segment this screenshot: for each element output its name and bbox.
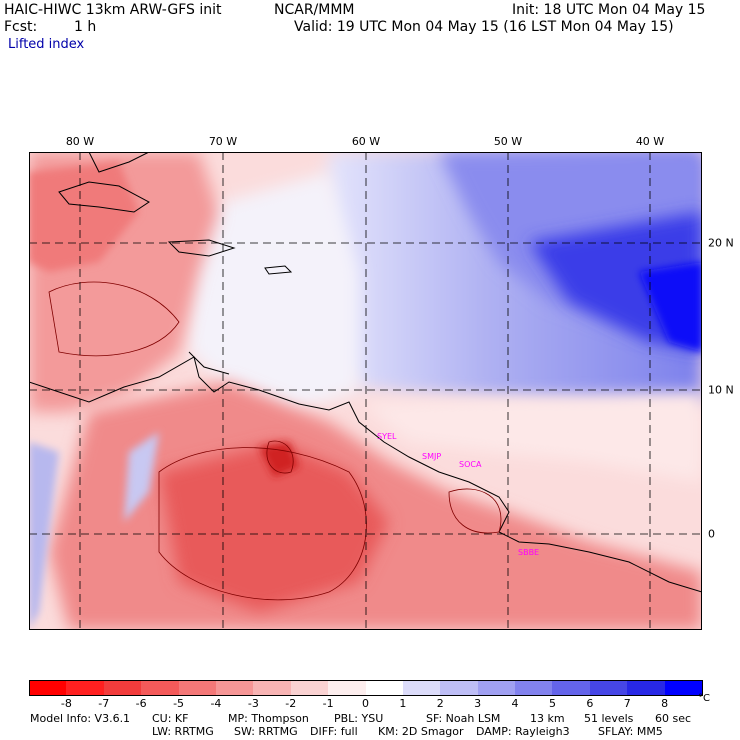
unstable-max <box>259 442 299 477</box>
lon-label-60w: 60 W <box>351 135 381 148</box>
map-frame <box>29 152 702 630</box>
colorbar-tick-label: -5 <box>173 697 185 710</box>
footer-cu: CU: KF <box>152 712 189 725</box>
model-title: HAIC-HIWC 13km ARW-GFS init <box>4 2 222 18</box>
colorbar-swatch <box>627 680 666 696</box>
valid-time: Valid: 19 UTC Mon 04 May 15 (16 LST Mon … <box>294 19 674 35</box>
colorbar-tick-label: -6 <box>135 697 147 710</box>
colorbar-swatch <box>253 680 292 696</box>
unstable-core <box>159 442 389 612</box>
colorbar-tick-label: 4 <box>511 697 519 710</box>
colorbar-swatch <box>589 680 628 696</box>
mountain-stable-patch <box>124 432 159 522</box>
footer-timestep: 60 sec <box>655 712 692 725</box>
field-name: Lifted index <box>8 37 85 52</box>
organization-label: NCAR/MMM <box>274 2 355 18</box>
andes-stable-strip <box>29 442 59 630</box>
lon-label-40w: 40 W <box>635 135 665 148</box>
colorbar-swatch <box>66 680 105 696</box>
neutral-band <box>189 172 359 412</box>
colorbar-swatch <box>515 680 553 696</box>
footer-sw: SW: RRTMG <box>234 725 298 738</box>
station-label-sbbe: SBBE <box>518 548 539 557</box>
colorbar-swatch <box>440 680 479 696</box>
lat-label-10n: 10 N <box>708 383 734 397</box>
lifted-index-map: SYEL SMJP SOCA SBBE <box>29 152 702 630</box>
lon-label-50w: 50 W <box>493 135 523 148</box>
colorbar-tick-label: -4 <box>210 697 222 710</box>
footer-lw: LW: RRTMG <box>152 725 214 738</box>
contour-lines <box>48 281 502 601</box>
colorbar-swatch <box>103 680 142 696</box>
station-label-smjp: SMJP <box>422 452 441 461</box>
footer-mp: MP: Thompson <box>228 712 309 725</box>
colorbar-swatch <box>365 680 404 696</box>
footer-resolution: 13 km <box>530 712 565 725</box>
footer-sflay: SFLAY: MM5 <box>598 725 663 738</box>
footer-levels: 51 levels <box>584 712 634 725</box>
colorbar-tick-label: -3 <box>247 697 259 710</box>
colorbar-tick-label: 1 <box>399 697 407 710</box>
lon-label-80w: 80 W <box>65 135 95 148</box>
lon-label-70w: 70 W <box>208 135 238 148</box>
colorbar-tick-label: 2 <box>436 697 444 710</box>
colorbar-tick-label: 6 <box>586 697 594 710</box>
coastlines <box>29 152 702 593</box>
colorbar-swatch <box>402 680 441 696</box>
colorbar-swatch <box>290 680 329 696</box>
lat-label-20n: 20 N <box>708 236 734 250</box>
footer-km: KM: 2D Smagor <box>378 725 464 738</box>
forecast-label: Fcst: <box>4 19 38 35</box>
colorbar-tick-label: 3 <box>474 697 482 710</box>
colorbar-swatch <box>29 680 68 696</box>
colorbar-tick-label: -8 <box>60 697 72 710</box>
colorbar-unit: °C <box>698 693 710 704</box>
footer-pbl: PBL: YSU <box>334 712 384 725</box>
init-time: Init: 18 UTC Mon 04 May 15 <box>512 2 706 18</box>
lat-lon-grid <box>29 152 702 630</box>
footer-damp: DAMP: Rayleigh3 <box>476 725 570 738</box>
colorbar-tick-label: 0 <box>362 697 369 710</box>
footer-sf: SF: Noah LSM <box>426 712 501 725</box>
colorbar-tick-label: 5 <box>548 697 556 710</box>
colorbar-tick-label: 8 <box>661 697 669 710</box>
colorbar-swatch <box>552 680 591 696</box>
weak-unstable-band <box>359 392 702 482</box>
colorbar-tick-label: -7 <box>98 697 110 710</box>
forecast-hour: 1 h <box>74 19 97 35</box>
colorbar-swatch <box>178 680 217 696</box>
colorbar-swatch <box>477 680 516 696</box>
colorbar-swatch <box>141 680 180 696</box>
stable-max <box>639 262 702 352</box>
colorbar-swatch <box>328 680 366 696</box>
station-label-syel: SYEL <box>377 432 397 441</box>
unstable-northwest-core <box>29 162 139 272</box>
colorbar-tick-label: 7 <box>623 697 631 710</box>
colorbar-swatch <box>664 680 704 696</box>
colorbar-tick-label: -2 <box>285 697 297 710</box>
colorbar-swatch <box>215 680 254 696</box>
lat-label-equator: 0 <box>708 527 715 541</box>
colorbar-tick-label: -1 <box>322 697 334 710</box>
footer-model-info: Model Info: V3.6.1 <box>30 712 131 725</box>
station-label-soca: SOCA <box>459 460 482 469</box>
footer-diff: DIFF: full <box>310 725 358 738</box>
